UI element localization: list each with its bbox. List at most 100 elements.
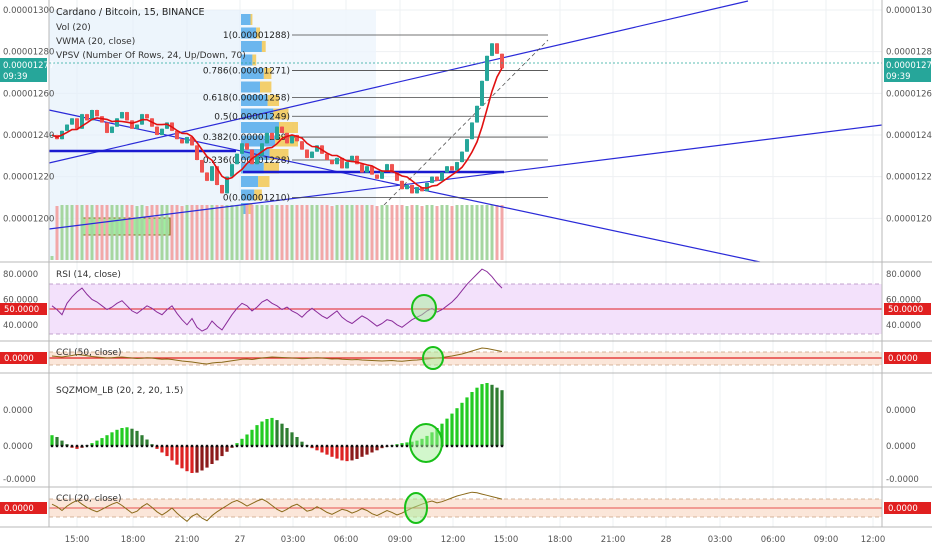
candle-body — [295, 135, 299, 142]
volume-bar — [230, 205, 234, 260]
volume-profile-bar-down — [250, 14, 253, 25]
volume-bar — [495, 205, 499, 260]
volume-profile-bar-down — [263, 68, 272, 79]
x-tick-label: 03:00 — [281, 535, 306, 545]
volume-bar — [125, 205, 129, 260]
volume-bar — [450, 206, 454, 260]
volume-bar — [90, 205, 94, 260]
y-tick-label-left: 0.00001200 — [3, 214, 54, 224]
candle-body — [115, 118, 119, 127]
sqzmom-bar — [295, 437, 299, 446]
sqzmom-bar — [245, 434, 249, 446]
squeeze-dot — [115, 444, 119, 448]
sqzmom-title: SQZMOM_LB (20, 2, 20, 1.5) — [56, 386, 183, 396]
rsi-level-badge-right: 50.0000 — [884, 303, 931, 315]
vpsv-label: VPSV (Number Of Rows, 24, Up/Down, 70) — [56, 51, 246, 61]
squeeze-dot — [140, 444, 144, 448]
candle-body — [300, 141, 304, 150]
sqzmom-bar — [195, 446, 199, 473]
x-tick-label: 21:00 — [175, 535, 200, 545]
volume-profile-bar-down — [258, 176, 270, 187]
volume-profile-bar-up — [241, 68, 264, 79]
volume-bar — [310, 205, 314, 260]
volume-bar — [285, 205, 289, 260]
sqzmom-bar — [450, 413, 454, 446]
squeeze-dot — [130, 444, 134, 448]
volume-bar — [485, 205, 489, 260]
volume-bar — [360, 205, 364, 260]
candle-body — [245, 143, 249, 150]
squeeze-dot — [295, 444, 299, 448]
highlight-circle-sqzmom — [409, 423, 443, 463]
squeeze-dot — [330, 444, 334, 448]
sqzmom-bar — [225, 446, 229, 452]
volume-bar — [455, 205, 459, 260]
x-tick-label: 06:00 — [334, 535, 359, 545]
chart-legend: Cardano / Bitcoin, 15, BINANCE Vol (20) … — [56, 7, 246, 61]
squeeze-dot — [300, 444, 304, 448]
squeeze-dot — [165, 444, 169, 448]
squeeze-dot — [460, 444, 464, 448]
price-badge-right-value: 0.00001277 — [886, 61, 932, 71]
volume-bar — [225, 205, 229, 260]
candle-body — [120, 112, 124, 119]
squeeze-dot — [215, 444, 219, 448]
volume-bar — [415, 205, 419, 260]
sqzmom-bar — [400, 443, 404, 446]
trend-lines — [48, 0, 883, 263]
candle-body — [265, 132, 269, 144]
volume-bar — [385, 205, 389, 260]
x-tick-label: 06:00 — [761, 535, 786, 545]
cci50-pane — [49, 346, 882, 370]
pane-separators — [0, 0, 932, 528]
candle-body — [400, 180, 404, 190]
x-tick-label: 12:00 — [861, 535, 886, 545]
squeeze-dot — [400, 444, 404, 448]
volume-profile-bar-down — [261, 41, 266, 52]
candle-body — [330, 160, 334, 165]
squeeze-dot — [260, 444, 264, 448]
sqzmom-bar — [135, 430, 139, 446]
price-badge-left-value: 0.00001277 — [3, 61, 54, 71]
sqzmom-bar — [255, 425, 259, 446]
sqzmom-bar — [320, 446, 324, 453]
candle-body — [435, 176, 439, 181]
sqzmom-bar — [500, 390, 504, 446]
sqzmom-y-tick-left: 0.0000 — [3, 406, 33, 416]
volume-bar — [400, 205, 404, 260]
volume-bar — [465, 205, 469, 260]
x-axis-ticks: 15:00 18:00 21:00 27 03:00 06:00 09:00 12:00 15:… — [65, 535, 886, 545]
candle-body — [455, 162, 459, 171]
sqzmom-bar — [115, 429, 119, 446]
squeeze-dot — [360, 444, 364, 448]
volume-bar — [425, 205, 429, 260]
candle-body — [405, 185, 409, 190]
y-tick-label-left: 0.00001300 — [3, 6, 54, 16]
candle-body — [280, 126, 284, 133]
volume-bar — [395, 205, 399, 260]
fib-level-label: 0(0.00001210) — [223, 194, 290, 204]
y-tick-label-right: 0.00001240 — [886, 131, 932, 141]
candle-body — [490, 43, 494, 56]
candle-body — [175, 130, 179, 140]
sqzmom-bar — [370, 446, 374, 453]
candle-body — [255, 155, 259, 165]
volume-bar — [100, 205, 104, 260]
volume-profile-bar-up — [241, 41, 262, 52]
squeeze-dot — [340, 444, 344, 448]
volume-bar — [345, 205, 349, 260]
volume-bar — [240, 205, 244, 260]
squeeze-dot — [60, 444, 64, 448]
x-tick-label: 12:00 — [441, 535, 466, 545]
rsi-y-tick-right: 80.0000 — [886, 270, 921, 280]
volume-bar — [195, 205, 199, 260]
volume-bar — [390, 205, 394, 260]
squeeze-dot — [230, 444, 234, 448]
squeeze-dot — [450, 444, 454, 448]
cci20-title: CCI (20, close) — [56, 494, 121, 504]
fib-level-label: 0.786(0.00001271) — [203, 66, 290, 76]
sqzmom-bar — [490, 384, 494, 446]
volume-bar — [120, 205, 124, 260]
volume-bar — [435, 206, 439, 260]
candle-body — [425, 182, 429, 192]
